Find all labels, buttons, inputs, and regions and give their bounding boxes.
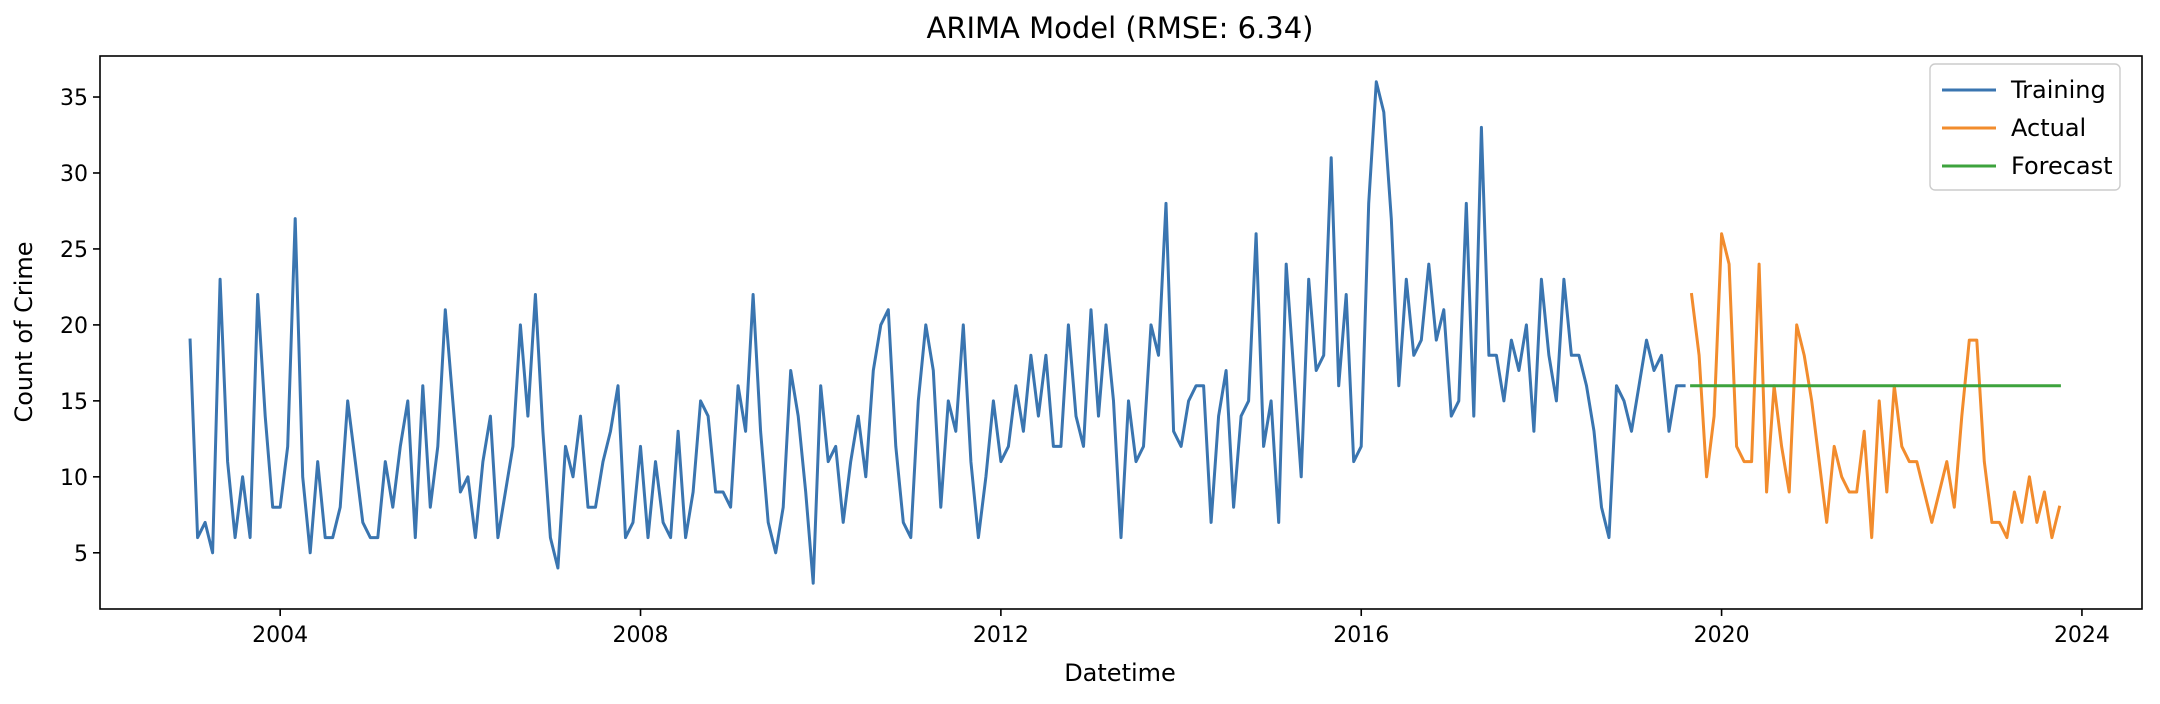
chart-title: ARIMA Model (RMSE: 6.34) [927,11,1314,45]
x-tick-label: 2008 [613,623,669,648]
legend: Training Actual Forecast [1929,63,2121,191]
series-lines [188,80,2062,585]
x-tick-label: 2004 [252,623,308,648]
plot-frame [99,55,2143,610]
x-tick-label: 2012 [973,623,1029,648]
legend-label-training: Training [2010,76,2106,104]
series-line-training [188,80,1686,585]
legend-label-forecast: Forecast [2011,152,2113,180]
x-axis: 2004 2008 2012 2016 2020 2024 [252,609,2110,648]
y-tick-label: 15 [60,390,88,415]
y-tick-label: 20 [60,314,88,339]
x-tick-label: 2024 [2054,623,2110,648]
x-axis-label: Datetime [1064,659,1176,687]
x-tick-label: 2020 [1694,623,1750,648]
y-tick-label: 25 [60,238,88,263]
y-tick-label: 5 [74,542,88,567]
y-axis-label: Count of Crime [10,241,38,422]
legend-label-actual: Actual [2011,114,2086,142]
series-line-actual [1689,232,2062,540]
y-axis: 5 10 15 20 25 30 35 [60,86,100,567]
y-tick-label: 10 [60,466,88,491]
y-tick-label: 35 [60,86,88,111]
legend-box [1929,63,2121,191]
y-tick-label: 30 [60,162,88,187]
x-tick-label: 2016 [1333,623,1389,648]
